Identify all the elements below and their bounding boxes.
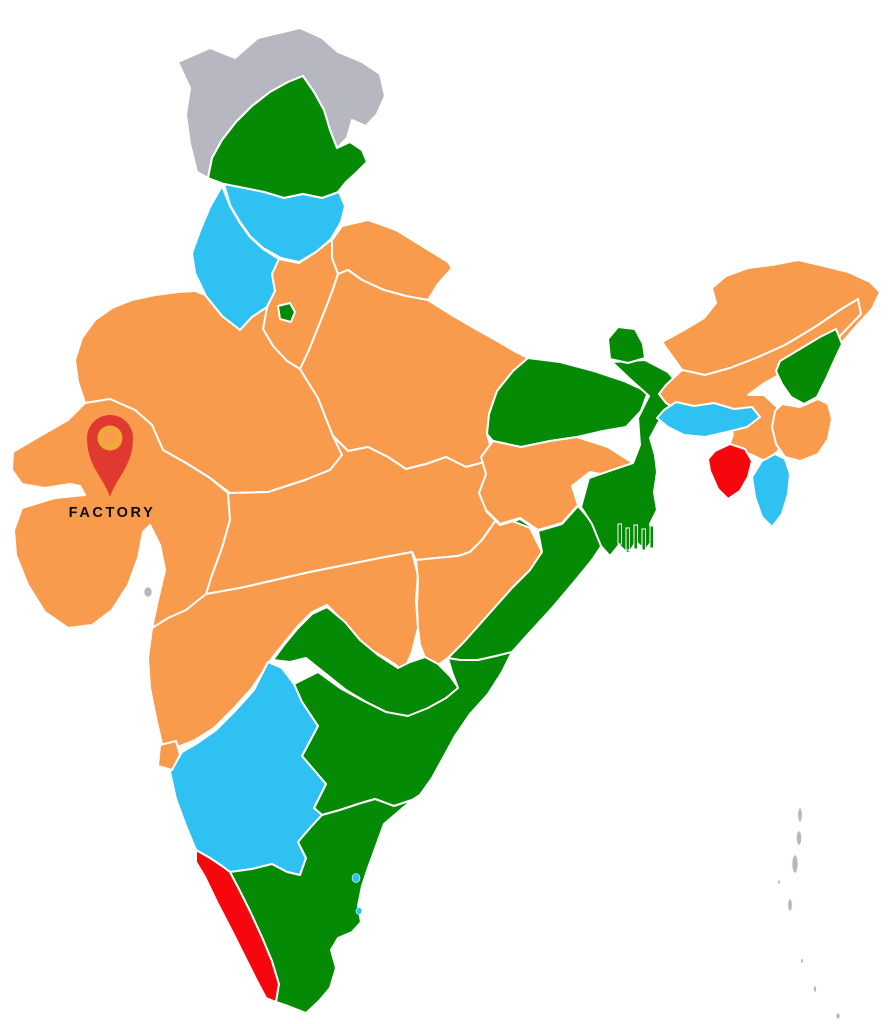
state-mizoram (751, 453, 791, 528)
state-sikkim (607, 326, 646, 364)
state-meghalaya (656, 401, 761, 438)
state-tamil-nadu (229, 798, 413, 1014)
sundarbans-delta-fringe (617, 523, 654, 551)
territory-daman (143, 586, 153, 598)
state-gujarat (11, 398, 231, 629)
pin-ring-center (103, 431, 117, 445)
state-tripura (707, 443, 753, 500)
state-jharkhand (478, 436, 634, 531)
state-nagaland (775, 328, 843, 405)
andaman-nicobar-islands (777, 807, 841, 1020)
state-puducherry (351, 873, 363, 915)
factory-pin[interactable] (87, 415, 133, 497)
state-delhi (277, 302, 296, 323)
state-manipur (771, 398, 833, 462)
factory-label: FACTORY (69, 505, 156, 521)
state-goa (157, 740, 181, 771)
